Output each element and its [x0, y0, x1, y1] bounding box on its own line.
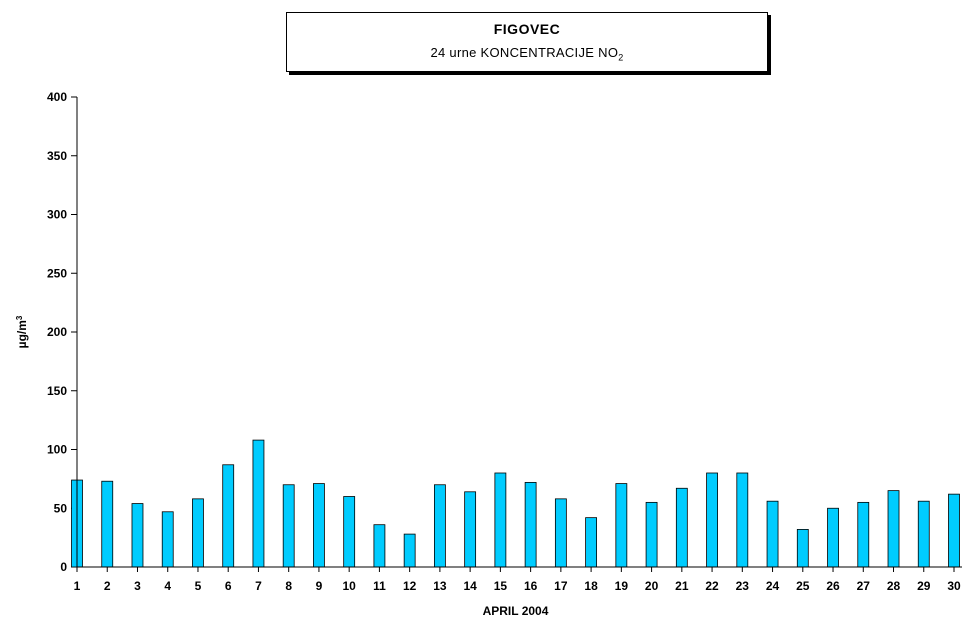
bar-day-13	[433, 484, 446, 568]
bar-day-3	[131, 503, 144, 568]
x-tick-label: 18	[584, 579, 598, 593]
x-tick-label: 19	[615, 579, 629, 593]
bar-day-18	[585, 517, 598, 568]
x-tick-label: 7	[255, 579, 262, 593]
x-tick-label: 16	[524, 579, 538, 593]
x-tick-label: 30	[947, 579, 961, 593]
bar-day-29	[917, 500, 930, 568]
bar-day-16	[524, 481, 537, 568]
x-tick-label: 5	[195, 579, 202, 593]
bar-day-8	[282, 484, 295, 568]
y-tick-label: 0	[60, 560, 67, 574]
x-tick-label: 3	[134, 579, 141, 593]
chart-subtitle-subscript: 2	[618, 52, 624, 63]
bar-day-24	[766, 500, 779, 568]
y-axis-title-superscript: 3	[15, 315, 24, 320]
x-tick-label: 22	[705, 579, 719, 593]
bar-day-4	[161, 511, 174, 568]
x-tick-label: 4	[164, 579, 171, 593]
bar-day-7	[252, 439, 265, 568]
y-tick-label: 150	[47, 384, 67, 398]
x-tick-label: 25	[796, 579, 810, 593]
y-axis-title-text: µg/m	[15, 320, 29, 348]
x-tick-label: 20	[645, 579, 659, 593]
bar-day-30	[948, 493, 960, 568]
bar-day-15	[494, 472, 507, 568]
bar-day-11	[373, 524, 386, 568]
x-tick-label: 9	[316, 579, 323, 593]
x-tick-label: 8	[285, 579, 292, 593]
bar-day-25	[796, 529, 809, 568]
bar-day-26	[827, 507, 839, 568]
y-tick-label: 100	[47, 443, 67, 457]
bar-day-2	[101, 480, 114, 568]
y-tick-label: 200	[47, 325, 67, 339]
x-tick-label: 21	[675, 579, 689, 593]
x-tick-label: 6	[225, 579, 232, 593]
bar-day-5	[192, 498, 204, 568]
y-tick-label: 50	[54, 501, 68, 515]
x-tick-label: 17	[554, 579, 568, 593]
x-tick-label: 13	[433, 579, 447, 593]
chart-subtitle-text: 24 urne KONCENTRACIJE NO	[430, 45, 619, 60]
y-axis-ticks: 0 50 100 150 200 250 300 350 400	[47, 90, 77, 574]
x-tick-label: 24	[766, 579, 780, 593]
bar-day-23	[736, 472, 749, 568]
bar-day-10	[343, 496, 356, 568]
bar-day-27	[857, 501, 870, 568]
chart-title: FIGOVEC	[493, 21, 561, 37]
y-tick-label: 300	[47, 208, 67, 222]
y-tick-label: 250	[47, 266, 67, 280]
y-axis-title: µg/m3	[15, 315, 30, 348]
y-tick-label: 400	[47, 90, 67, 104]
bar-day-28	[887, 490, 900, 568]
bar-day-9	[313, 483, 325, 568]
x-axis-title: APRIL 2004	[483, 604, 549, 618]
x-tick-label: 1	[74, 579, 81, 593]
x-tick-label: 11	[373, 579, 386, 593]
x-tick-label: 27	[857, 579, 871, 593]
chart-title-box: FIGOVEC 24 urne KONCENTRACIJE NO2	[286, 12, 768, 72]
x-tick-label: 23	[736, 579, 750, 593]
x-axis-ticks: 1 2 3 4 5 6 7 8 9 10 11 12 13 14 15 16 17 18 19 20 21 22 23 24 2…	[74, 567, 961, 593]
bar-day-21	[675, 487, 688, 568]
bar-day-12	[403, 533, 416, 568]
x-tick-label: 10	[342, 579, 356, 593]
bar-day-14	[464, 491, 477, 568]
x-tick-label: 15	[494, 579, 508, 593]
bar-day-22	[706, 472, 718, 568]
chart-subtitle: 24 urne KONCENTRACIJE NO2	[287, 45, 767, 63]
bar-day-6	[222, 464, 235, 568]
x-tick-label: 14	[463, 579, 477, 593]
y-tick-label: 350	[47, 149, 67, 163]
x-tick-label: 29	[917, 579, 931, 593]
x-tick-label: 26	[826, 579, 840, 593]
bars-group	[71, 439, 960, 568]
x-tick-label: 28	[887, 579, 901, 593]
x-tick-label: 12	[403, 579, 417, 593]
bar-day-17	[554, 498, 567, 568]
x-tick-label: 2	[104, 579, 111, 593]
bar-day-19	[615, 483, 628, 568]
bar-day-20	[645, 501, 658, 568]
